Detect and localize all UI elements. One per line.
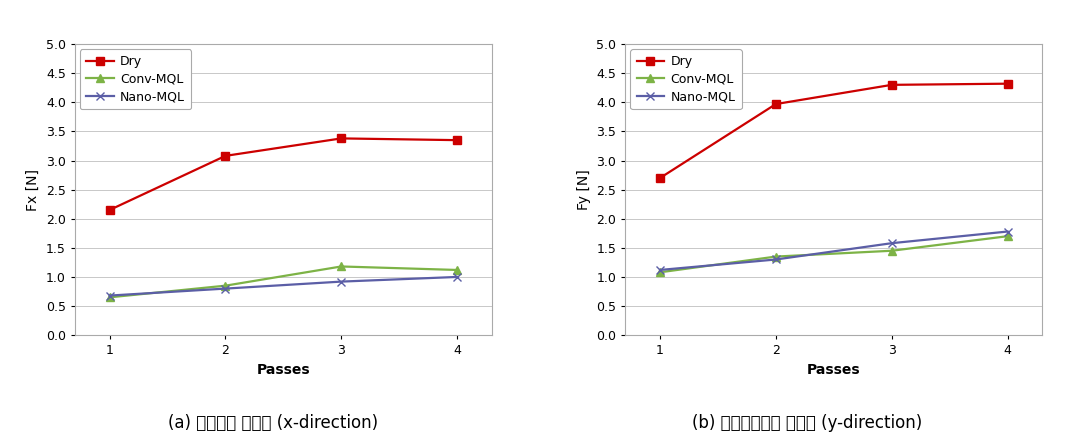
X-axis label: Passes: Passes (257, 363, 310, 377)
Line: Nano-MQL: Nano-MQL (656, 228, 1011, 274)
Line: Conv-MQL: Conv-MQL (106, 262, 461, 302)
Dry (770, 101, 783, 107)
Nano-MQL (451, 274, 464, 280)
Line: Conv-MQL: Conv-MQL (656, 232, 1011, 277)
Nano-MQL (335, 279, 347, 284)
Nano-MQL (1001, 229, 1013, 234)
Nano-MQL (653, 267, 666, 273)
Conv-MQL (653, 269, 666, 275)
Y-axis label: Fx [N]: Fx [N] (27, 168, 41, 211)
Line: Dry: Dry (106, 134, 461, 214)
Text: (a) 이송방향 가공력 (x-direction): (a) 이송방향 가공력 (x-direction) (168, 414, 377, 432)
Conv-MQL (104, 295, 117, 300)
Dry (335, 136, 347, 141)
Line: Dry: Dry (656, 79, 1011, 182)
Y-axis label: Fy [N]: Fy [N] (576, 169, 591, 210)
Line: Nano-MQL: Nano-MQL (106, 273, 461, 300)
Conv-MQL (1001, 234, 1013, 239)
Dry (451, 138, 464, 143)
Dry (653, 176, 666, 181)
Dry (1001, 81, 1013, 86)
Text: (b) 이송수직방향 가공력 (y-direction): (b) 이송수직방향 가공력 (y-direction) (692, 414, 923, 432)
Legend: Dry, Conv-MQL, Nano-MQL: Dry, Conv-MQL, Nano-MQL (631, 49, 742, 109)
Conv-MQL (335, 264, 347, 269)
Dry (885, 82, 898, 87)
Nano-MQL (104, 293, 117, 298)
X-axis label: Passes: Passes (807, 363, 861, 377)
Conv-MQL (451, 267, 464, 273)
Dry (219, 153, 232, 158)
Dry (104, 207, 117, 213)
Conv-MQL (770, 254, 783, 259)
Nano-MQL (770, 257, 783, 262)
Nano-MQL (219, 286, 232, 291)
Conv-MQL (885, 248, 898, 254)
Conv-MQL (219, 283, 232, 288)
Legend: Dry, Conv-MQL, Nano-MQL: Dry, Conv-MQL, Nano-MQL (80, 49, 191, 109)
Nano-MQL (885, 240, 898, 246)
